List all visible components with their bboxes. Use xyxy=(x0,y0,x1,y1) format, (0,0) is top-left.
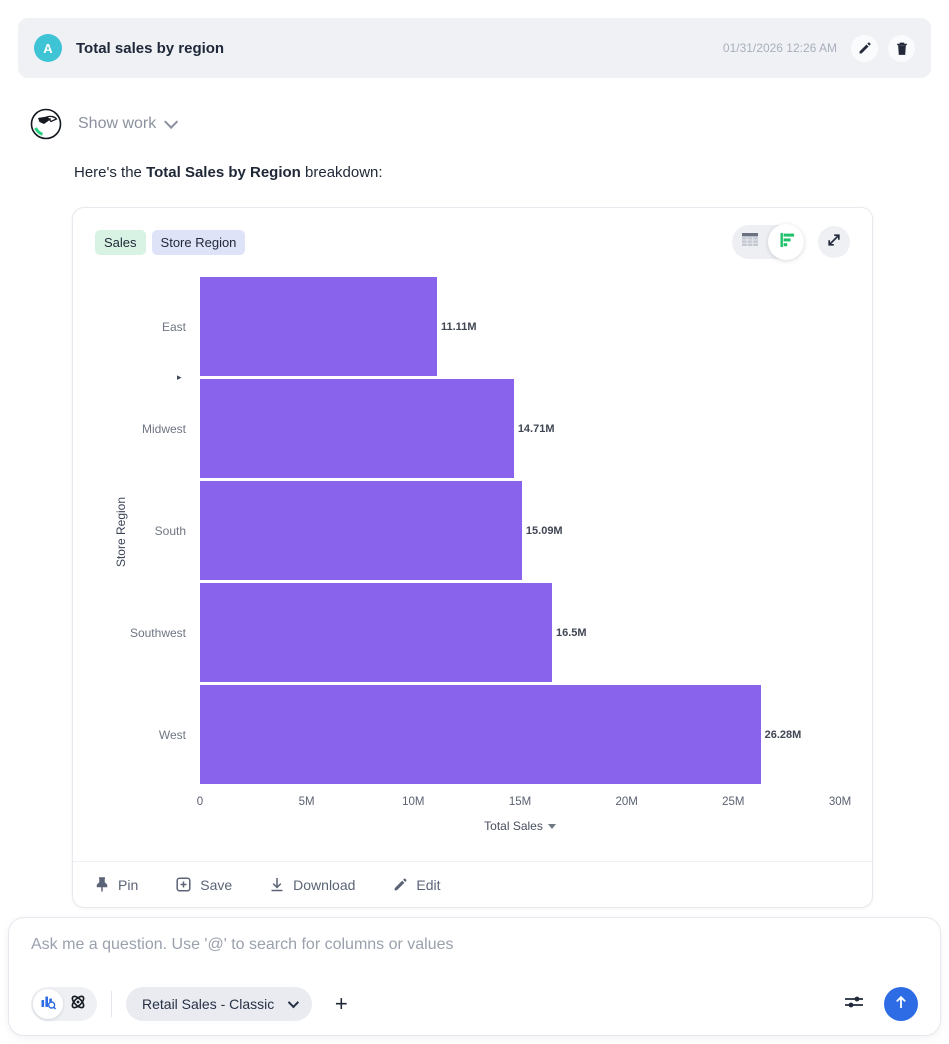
chevron-down-icon xyxy=(164,114,179,129)
show-work-toggle[interactable]: Show work xyxy=(78,114,179,133)
download-button[interactable]: Download xyxy=(270,877,355,893)
edit-button[interactable]: Edit xyxy=(393,876,441,893)
question-composer: Retail Sales - Classic + xyxy=(8,917,941,1036)
page-title: Total sales by region xyxy=(76,39,225,57)
x-axis: 0 5M 10M 15M 20M 25M 30M Total Sales xyxy=(73,788,872,846)
bar-row-east: East 11.11M xyxy=(162,276,840,378)
bar-east[interactable] xyxy=(200,277,437,376)
download-label: Download xyxy=(293,876,356,893)
sliders-icon xyxy=(844,994,864,1015)
spotter-logo-icon xyxy=(30,108,62,140)
assistant-message: Here's the Total Sales by Region breakdo… xyxy=(74,164,383,181)
x-tick-10m: 10M xyxy=(402,796,425,808)
x-axis-label-text: Total Sales xyxy=(484,819,543,833)
message-bold: Total Sales by Region xyxy=(146,164,301,181)
category-label-south: South xyxy=(154,524,186,538)
chart-view-button[interactable] xyxy=(768,224,804,260)
bar-west[interactable] xyxy=(200,685,761,784)
atom-icon xyxy=(69,993,87,1016)
chevron-down-icon xyxy=(288,996,300,1009)
spotter-mode-button[interactable] xyxy=(63,989,93,1019)
send-button[interactable] xyxy=(884,987,918,1021)
answer-actions: Pin Save Download Edit xyxy=(73,861,872,907)
x-axis-label[interactable]: Total Sales xyxy=(200,819,840,833)
bar-row-west: West 26.28M xyxy=(159,684,840,786)
column-tag-sales[interactable]: Sales xyxy=(95,229,146,255)
category-label-southwest: Southwest xyxy=(129,626,186,640)
answer-card: Sales Store Region xyxy=(72,207,873,908)
y-axis-sort-arrow[interactable]: ▸ xyxy=(177,372,182,382)
message-prefix: Here's the xyxy=(74,164,147,181)
bar-row-south: South 15.09M xyxy=(155,480,840,582)
save-button[interactable]: Save xyxy=(176,877,232,893)
show-work-label: Show work xyxy=(78,115,157,132)
timestamp: 01/31/2026 12:26 AM xyxy=(722,41,837,55)
bar-chart: ▸ Store Region East 11.11M Midwest 14.71M So… xyxy=(73,276,872,788)
save-label: Save xyxy=(200,876,233,893)
bar-value-west: 26.28M xyxy=(764,729,802,741)
category-label-west: West xyxy=(158,728,186,742)
x-tick-0: 0 xyxy=(196,796,204,808)
y-axis-label[interactable]: Store Region xyxy=(114,496,128,568)
preferences-button[interactable] xyxy=(840,990,868,1018)
avatar: A xyxy=(34,34,62,62)
pin-label: Pin xyxy=(118,876,139,893)
bar-row-southwest: Southwest 16.5M xyxy=(130,582,840,684)
edit-label: Edit xyxy=(416,876,441,893)
category-label-east: East xyxy=(161,320,186,334)
bar-value-south: 15.09M xyxy=(525,525,563,537)
pin-button[interactable]: Pin xyxy=(95,877,138,893)
x-tick-20m: 20M xyxy=(615,796,638,808)
column-tags: Sales Store Region xyxy=(95,229,246,255)
conversation-header: A Total sales by region 01/31/2026 12:26… xyxy=(18,18,931,78)
save-plus-icon xyxy=(176,877,191,892)
message-suffix: breakdown: xyxy=(300,164,383,181)
x-axis-sort-caret-icon[interactable] xyxy=(547,824,556,830)
table-view-button[interactable] xyxy=(732,224,768,260)
mode-toggle xyxy=(31,987,97,1021)
arrow-up-icon xyxy=(894,995,908,1013)
bar-value-southwest: 16.5M xyxy=(556,627,587,639)
x-tick-15m: 15M xyxy=(508,796,532,808)
datasource-label: Retail Sales - Classic xyxy=(142,996,275,1012)
table-icon xyxy=(741,232,759,253)
bar-southwest[interactable] xyxy=(200,583,552,682)
bar-south[interactable] xyxy=(200,481,522,580)
edit-pencil-icon xyxy=(393,878,407,892)
analytics-mode-button[interactable] xyxy=(33,989,63,1019)
add-datasource-button[interactable]: + xyxy=(334,991,348,1016)
view-toggle xyxy=(732,224,804,260)
trash-icon xyxy=(896,42,908,55)
pin-icon xyxy=(95,877,109,892)
delete-button[interactable] xyxy=(888,34,915,62)
expand-chart-button[interactable] xyxy=(818,226,850,258)
pencil-icon xyxy=(858,41,871,55)
chart-search-icon xyxy=(40,994,57,1015)
x-tick-25m: 25M xyxy=(722,796,745,808)
category-label-midwest: Midwest xyxy=(141,422,186,436)
bar-value-midwest: 14.71M xyxy=(517,423,555,435)
divider xyxy=(111,991,112,1017)
bar-row-midwest: Midwest 14.71M xyxy=(142,378,840,480)
expand-icon xyxy=(827,233,841,252)
datasource-selector[interactable]: Retail Sales - Classic xyxy=(126,987,313,1021)
question-input[interactable] xyxy=(31,936,918,954)
x-tick-30m: 30M xyxy=(828,796,852,808)
x-tick-5m: 5M xyxy=(298,796,315,808)
column-tag-store-region[interactable]: Store Region xyxy=(151,229,246,255)
edit-title-button[interactable] xyxy=(851,34,878,62)
bar-midwest[interactable] xyxy=(200,379,514,478)
download-icon xyxy=(270,877,284,892)
bar-value-east: 11.11M xyxy=(441,321,477,333)
bar-chart-icon xyxy=(778,232,795,253)
